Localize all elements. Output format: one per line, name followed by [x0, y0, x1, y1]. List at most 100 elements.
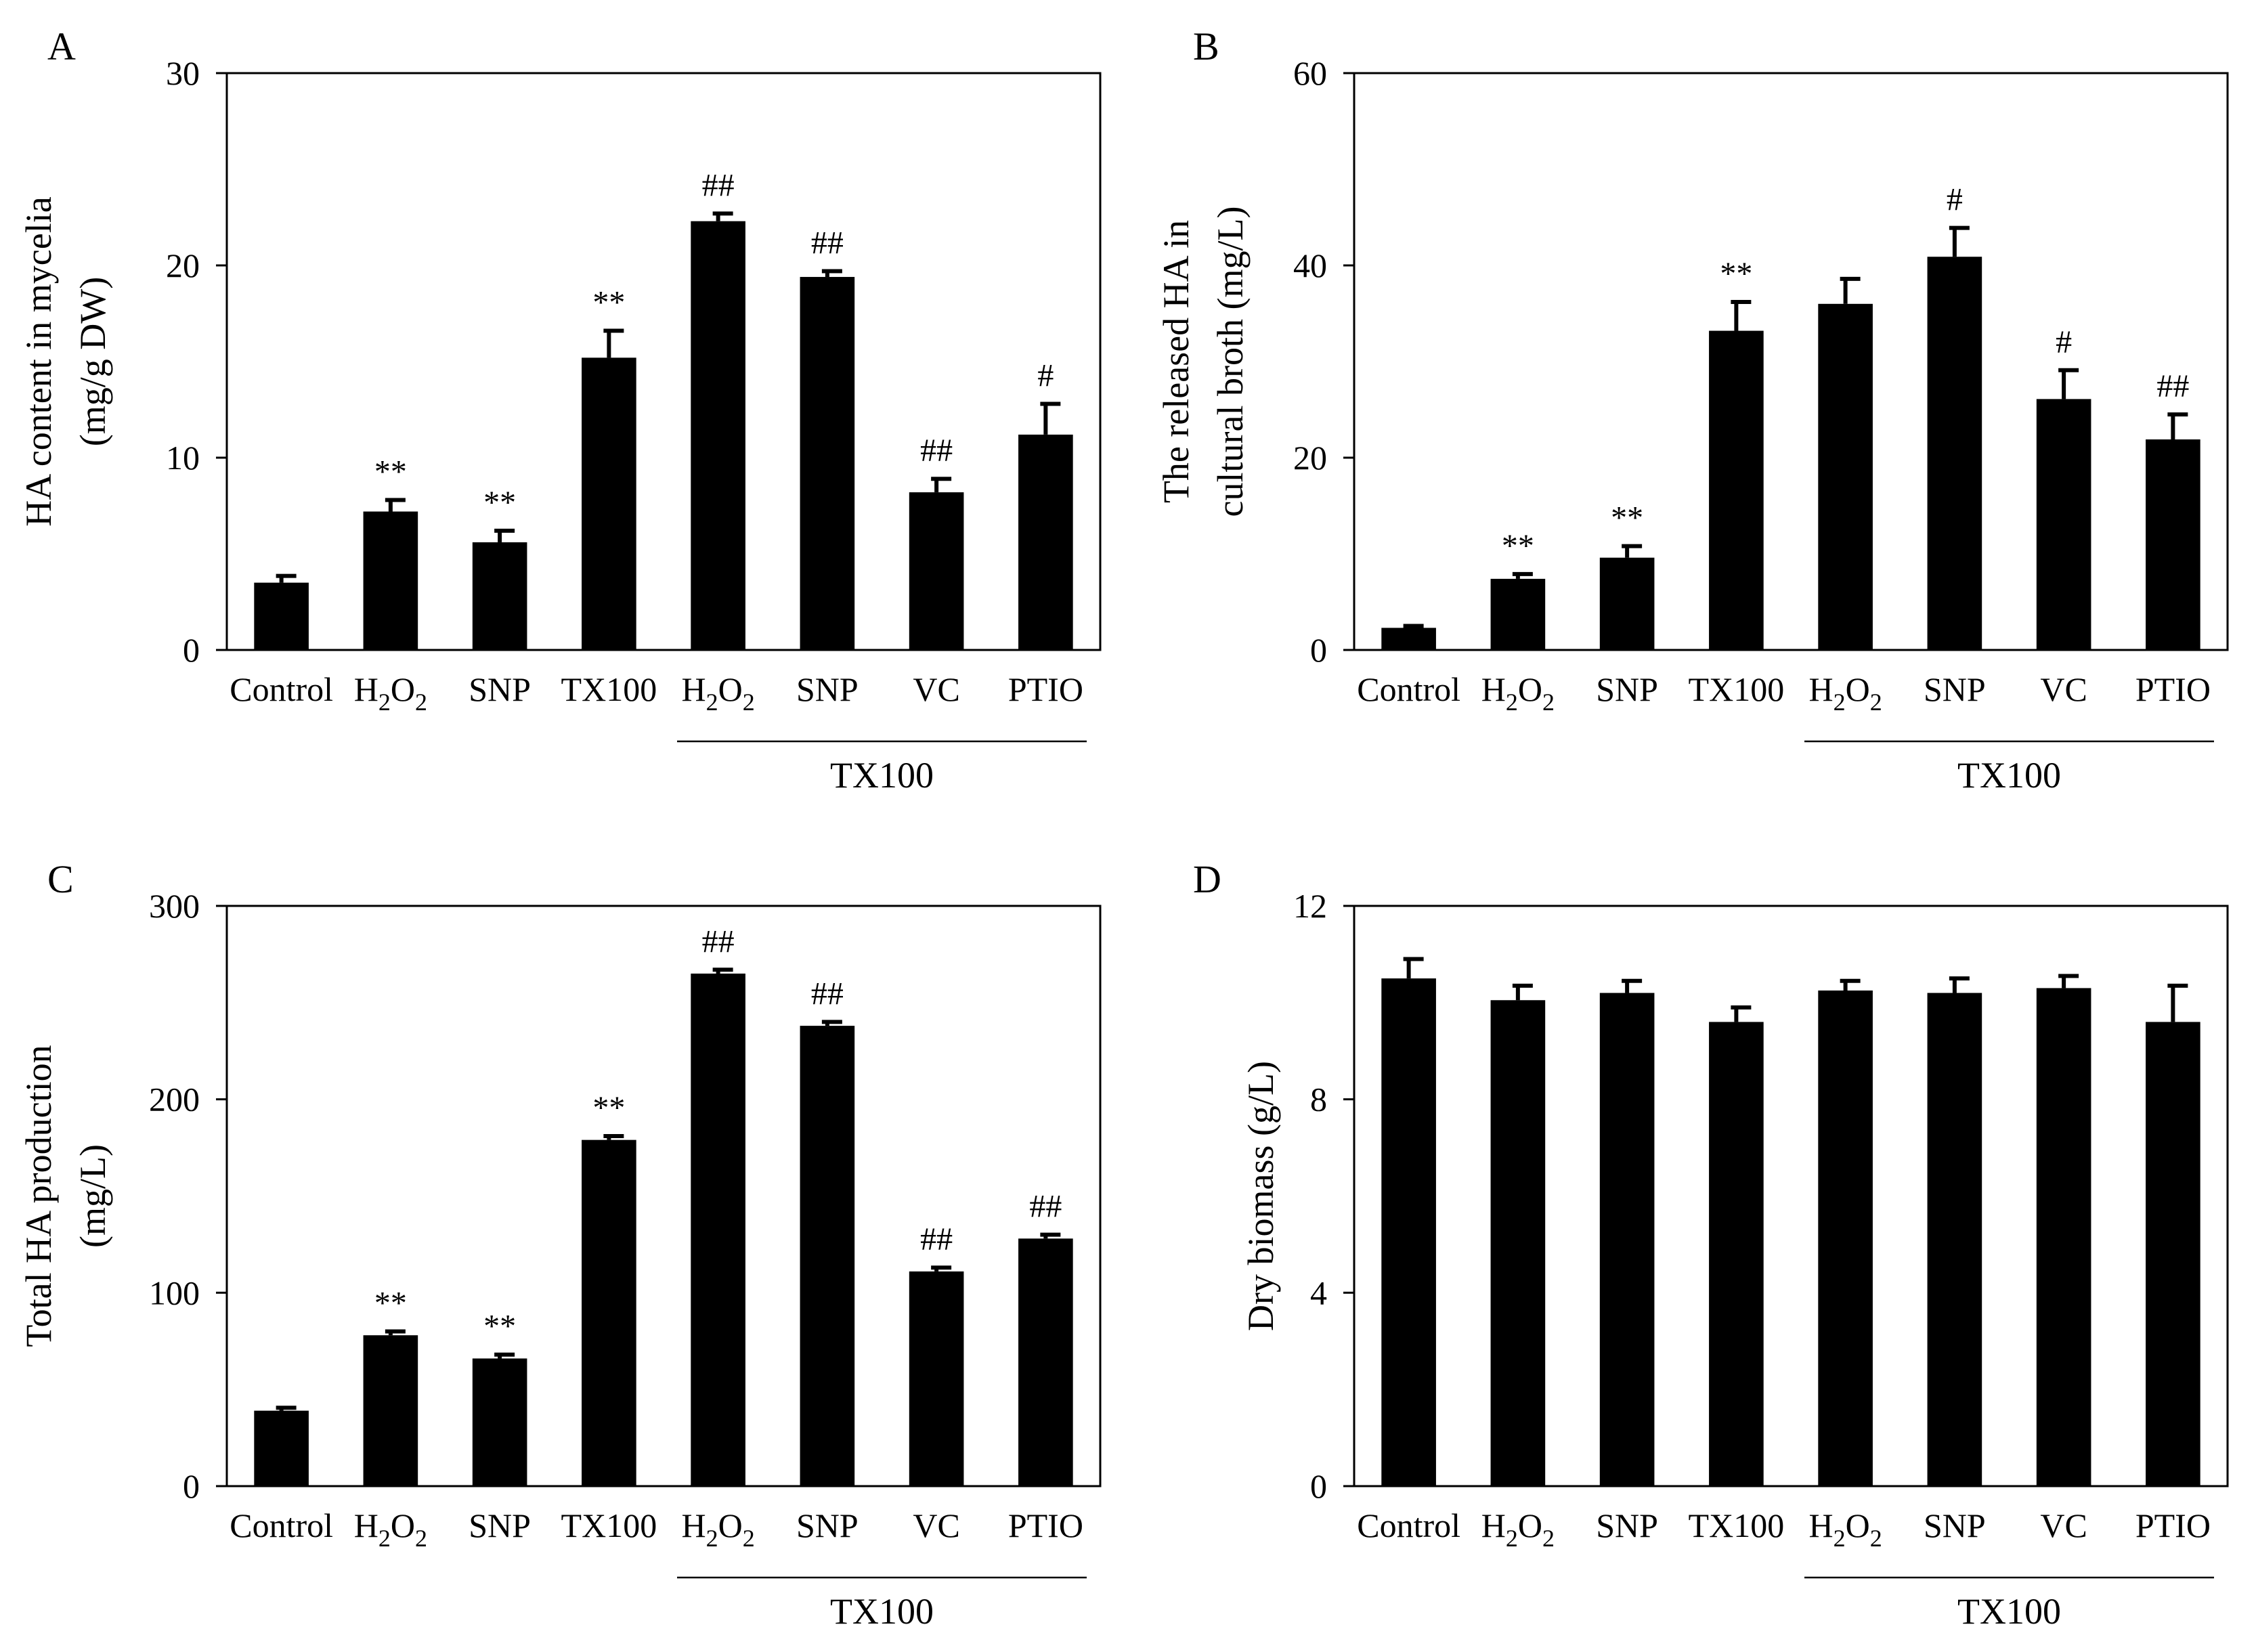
x-category-label: PTIO [1008, 1506, 1083, 1544]
x-category-label: TX100 [1689, 670, 1785, 708]
y-tick-label: 12 [1293, 887, 1327, 925]
significance-label: ** [1502, 528, 1534, 564]
y-axis-label-line2: (mg/L) [72, 1144, 113, 1248]
x-category-label: TX100 [561, 1506, 657, 1544]
x-category-label: VC [2040, 1506, 2087, 1544]
significance-label: ** [374, 1285, 407, 1321]
x-category-label: SNP [1596, 670, 1658, 708]
bar [1927, 993, 1982, 1486]
panel-b: B 0 20 40 60 The released HA in cultural broth… [1156, 24, 2229, 796]
x-category-label: TX100 [1689, 1506, 1785, 1544]
x-category-label: SNP [796, 670, 859, 708]
significance-label: ## [702, 923, 735, 959]
bar [1381, 978, 1436, 1486]
significance-label: # [2056, 324, 2072, 360]
group-label: TX100 [1957, 755, 2061, 796]
group-label: TX100 [830, 755, 934, 796]
significance-label: ** [374, 454, 407, 490]
x-category-label: H2O2 [1809, 670, 1882, 716]
bar [254, 582, 309, 650]
panel-letter: C [47, 857, 74, 901]
y-axis-label: Total HA production [18, 1045, 59, 1347]
y-tick-label: 200 [149, 1081, 200, 1118]
bar [1818, 990, 1873, 1486]
y-tick-label: 30 [166, 54, 200, 92]
significance-label: ## [1029, 1189, 1062, 1225]
bar [691, 973, 745, 1486]
bar [472, 542, 527, 650]
x-category-label: SNP [469, 670, 531, 708]
bar [800, 1026, 855, 1486]
panel-letter: A [47, 24, 76, 68]
x-category-label: H2O2 [682, 1506, 755, 1552]
y-axis-label-line2: (mg/g DW) [72, 277, 113, 446]
x-category-label: PTIO [1008, 670, 1083, 708]
bar [691, 221, 745, 650]
significance-label: # [1037, 357, 1054, 393]
group-label: TX100 [1957, 1591, 2061, 1632]
y-tick-label: 0 [1310, 1467, 1327, 1505]
x-category-label: Control [1357, 1506, 1460, 1544]
panel-a: A 0 10 20 30 HA content in mycelia (mg/g DW) Co… [18, 24, 1102, 796]
significance-label: # [1947, 182, 1963, 218]
x-category-label: VC [913, 1506, 959, 1544]
panel-c: C 0 100 200 300 Total HA production (mg/L) Cont… [18, 857, 1102, 1632]
bar [472, 1358, 527, 1486]
x-category-label: H2O2 [1809, 1506, 1882, 1552]
bar [1709, 330, 1764, 650]
bar [1709, 1022, 1764, 1486]
bar [1599, 557, 1655, 650]
x-category-label: Control [230, 1506, 333, 1544]
bar [1381, 628, 1436, 650]
y-tick-label: 0 [1310, 631, 1327, 669]
bar [800, 277, 855, 650]
plot-frame [1353, 905, 2229, 1487]
bar [1599, 993, 1655, 1486]
significance-label: ## [811, 225, 844, 261]
y-tick-label: 40 [1293, 246, 1327, 284]
y-axis-label: Dry biomass (g/L) [1240, 1061, 1281, 1331]
significance-label: ** [483, 1309, 516, 1345]
bar [2036, 988, 2091, 1486]
bar [582, 357, 636, 650]
y-tick-label: 0 [183, 1467, 200, 1505]
x-category-label: PTIO [2135, 1506, 2211, 1544]
x-category-label: SNP [469, 1506, 531, 1544]
x-category-label: H2O2 [1481, 1506, 1555, 1552]
y-tick-label: 8 [1310, 1081, 1327, 1118]
bar [1818, 303, 1873, 650]
bar [1490, 1000, 1546, 1486]
x-category-label: SNP [1924, 1506, 1986, 1544]
y-tick-label: 100 [149, 1274, 200, 1311]
plot-frame [225, 72, 1102, 651]
bar [909, 492, 964, 650]
bar [909, 1271, 964, 1486]
y-axis-label: HA content in mycelia [18, 196, 59, 526]
x-category-label: Control [230, 670, 333, 708]
group-label: TX100 [830, 1591, 934, 1632]
y-tick-label: 10 [166, 439, 200, 477]
bar [1490, 578, 1546, 650]
panel-d: D 0 4 8 12 Dry biomass (g/L) Control H2O2 SNP TX1… [1193, 857, 2229, 1632]
y-tick-label: 20 [166, 246, 200, 284]
y-tick-label: 60 [1293, 54, 1327, 92]
significance-label: ## [2156, 368, 2189, 404]
bar [2146, 439, 2200, 650]
y-tick-label: 300 [149, 887, 200, 925]
significance-label: ## [811, 976, 844, 1012]
significance-label: ## [920, 433, 953, 469]
bar [1018, 434, 1073, 650]
x-category-label: TX100 [561, 670, 657, 708]
plot-frame [1353, 72, 2229, 651]
bar [2036, 399, 2091, 650]
bar [1927, 257, 1982, 651]
plot-frame [225, 905, 1102, 1487]
y-axis-label: The released HA in [1156, 220, 1196, 503]
y-axis-label-line2: cultural broth (mg/L) [1210, 206, 1251, 517]
x-category-label: PTIO [2135, 670, 2211, 708]
bar [1018, 1238, 1073, 1486]
significance-label: ## [920, 1221, 953, 1257]
bar [582, 1139, 636, 1486]
x-category-label: VC [2040, 670, 2087, 708]
